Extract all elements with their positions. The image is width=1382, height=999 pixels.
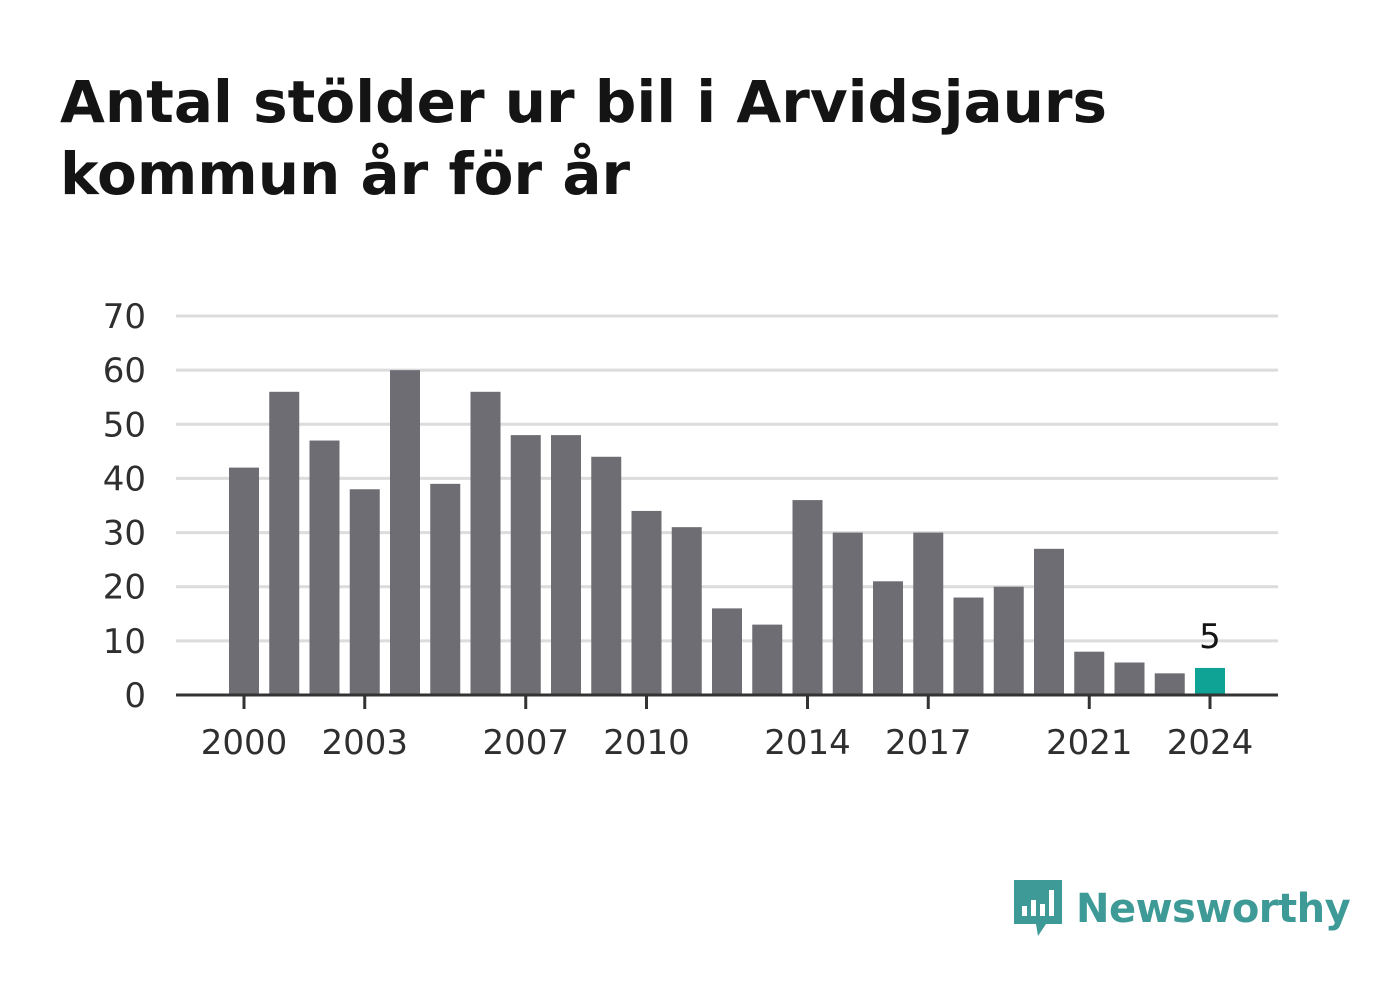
y-tick-label: 0 (124, 676, 146, 716)
bar-2015 (832, 532, 863, 695)
bar-2010 (631, 510, 662, 695)
y-tick-label: 40 (103, 459, 146, 499)
bar-2009 (591, 456, 622, 695)
bar-2021 (1074, 651, 1105, 695)
bar-2022 (1114, 662, 1145, 695)
bar-2006 (470, 391, 501, 695)
bars (229, 370, 1225, 695)
bar-2004 (390, 370, 420, 695)
y-tick-label: 20 (103, 568, 146, 608)
bar-2005 (430, 483, 461, 695)
x-tick-label: 2007 (482, 723, 569, 763)
chart-title: Antal stölder ur bil i Arvidsjaurs kommu… (60, 68, 1108, 208)
y-tick-label: 70 (103, 297, 146, 337)
bar-2011 (671, 527, 702, 695)
x-axis-tick-marks (242, 695, 1212, 709)
y-tick-label: 30 (103, 514, 146, 554)
data-labels: 5 (1199, 617, 1221, 657)
newsworthy-logo-icon (1014, 880, 1062, 936)
x-tick-label: 2003 (321, 723, 408, 763)
bar-2000 (229, 467, 259, 695)
y-tick-label: 60 (103, 351, 146, 391)
y-axis-ticks: 0 10 20 30 40 50 60 70 (103, 297, 146, 716)
bar-2013 (752, 624, 783, 695)
bar-2007 (510, 435, 541, 695)
x-tick-label: 2010 (603, 723, 690, 763)
grid-lines (176, 314, 1278, 643)
bar-2020 (1034, 548, 1064, 695)
bar-2018 (953, 597, 984, 695)
bar-2019 (993, 586, 1024, 695)
x-axis-labels: 2000 2003 2007 2010 2014 2017 2021 2024 (201, 723, 1254, 763)
bar-2001 (269, 391, 300, 695)
bar-2012 (712, 608, 742, 695)
newsworthy-logo: Newsworthy (1010, 876, 1351, 942)
x-tick-label: 2021 (1046, 723, 1133, 763)
bar-2008 (551, 435, 581, 695)
bar-2023 (1154, 673, 1185, 695)
brand-name: Newsworthy (1076, 886, 1351, 932)
bar-2002 (309, 440, 340, 695)
x-tick-label: 2024 (1167, 723, 1254, 763)
bar-2016 (873, 581, 903, 695)
y-tick-label: 10 (103, 622, 146, 662)
x-tick-label: 2017 (885, 723, 972, 763)
bar-2017 (913, 532, 944, 695)
bar-2014 (792, 500, 823, 695)
bar-2003 (349, 489, 380, 695)
y-tick-label: 50 (103, 405, 146, 445)
bar-2024 (1195, 667, 1225, 695)
x-tick-label: 2014 (764, 723, 851, 763)
x-tick-label: 2000 (201, 723, 288, 763)
data-label-2024: 5 (1199, 617, 1221, 657)
